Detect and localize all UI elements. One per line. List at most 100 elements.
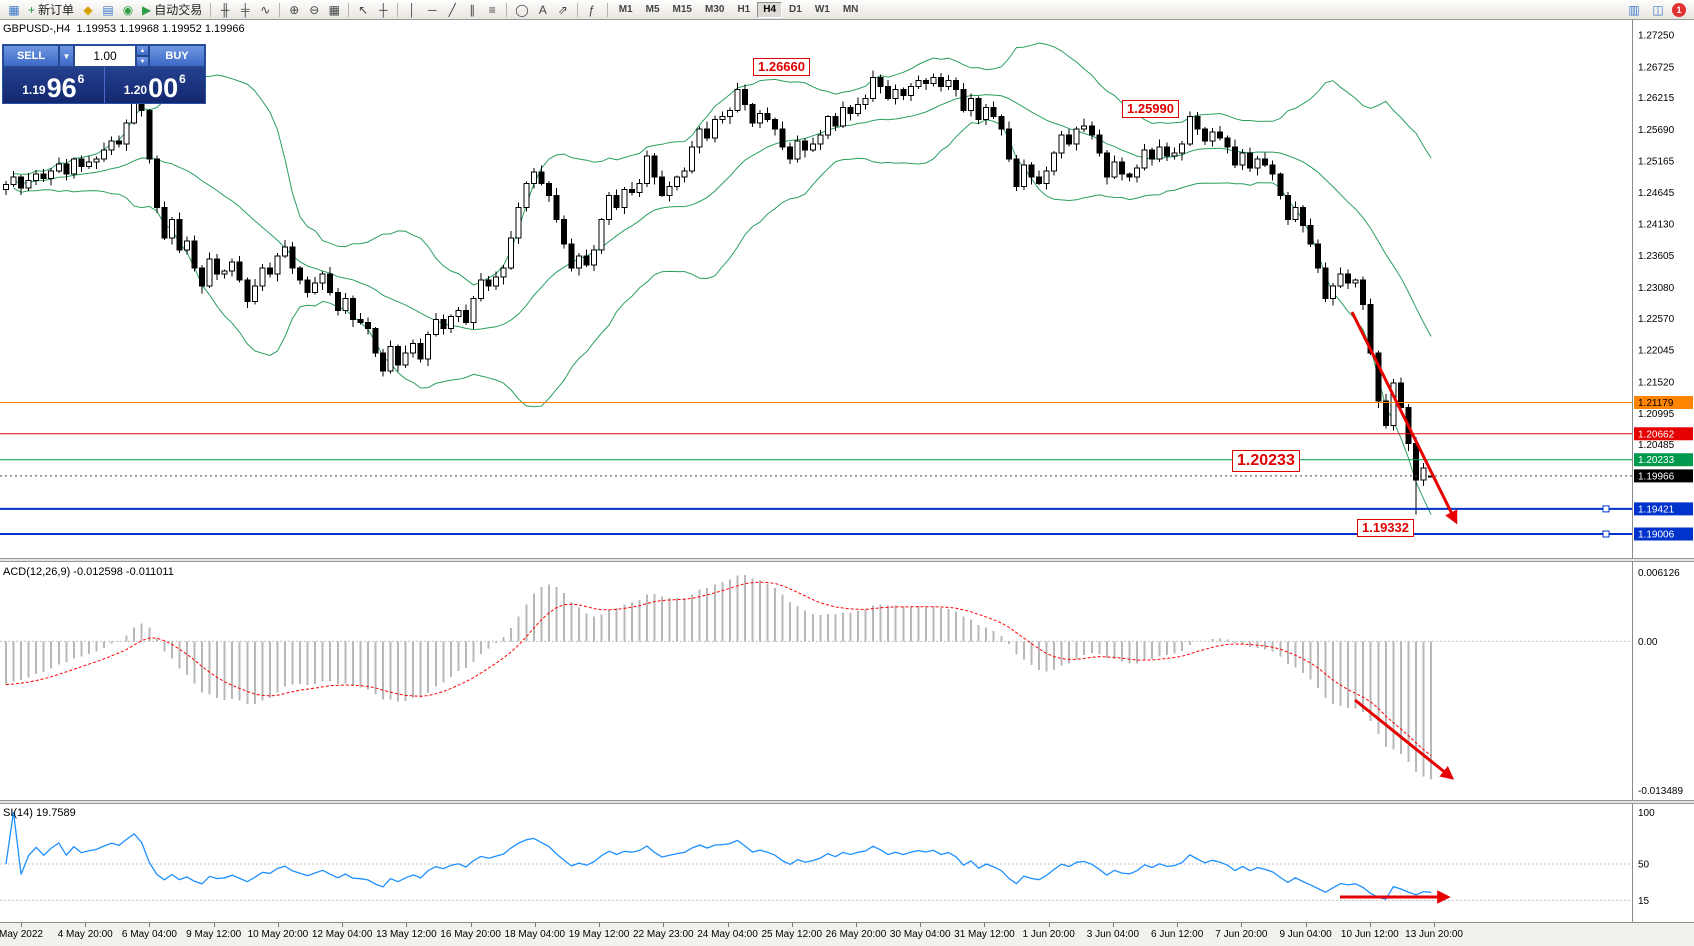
cursor-icon[interactable]: ↖ [353, 1, 373, 19]
price-annotation[interactable]: 1.26660 [753, 58, 810, 77]
price-axis-label: 1.21520 [1638, 377, 1675, 388]
time-label: 26 May 20:00 [825, 929, 887, 940]
vertical-line-icon[interactable]: │ [402, 1, 422, 19]
text-icon[interactable]: A [533, 1, 553, 19]
mql5-icon[interactable]: ◆ [78, 1, 98, 19]
price-axis-label: 1.25690 [1638, 125, 1675, 136]
crosshair-icon[interactable]: ┼ [373, 1, 393, 19]
bollinger-bands[interactable] [13, 42, 1432, 515]
shapes-icon[interactable]: ◯ [511, 1, 532, 19]
price-divider [103, 67, 105, 103]
auto-trading-button[interactable]: ▶ 自动交易 [138, 1, 206, 19]
depth-of-market-icon[interactable]: ▥ [1624, 1, 1644, 19]
price-tag: 1.20662 [1638, 429, 1675, 440]
price-annotation[interactable]: 1.20233 [1232, 450, 1300, 472]
price-axis-label: 1.22570 [1638, 314, 1675, 325]
new-order-button[interactable]: + 新订单 [24, 1, 78, 19]
chart-window-icon[interactable]: ▦ [4, 1, 24, 19]
time-label: 22 May 23:00 [632, 929, 694, 940]
price-axis-label: 1.20485 [1638, 440, 1675, 451]
cursor-icon: ↖ [358, 2, 369, 17]
time-label: 6 May 04:00 [121, 929, 177, 940]
macd-trend-arrow[interactable] [1354, 698, 1455, 780]
community-icon[interactable]: ◉ [118, 1, 138, 19]
depth-of-market-icon: ▥ [1628, 2, 1640, 17]
toolbar: ▦ + 新订单 ◆ ▤ ◉ ▶ 自动交易 ╫ ╪ ∿ ⊕ ⊖ ▦ ↖ ┼ │ ─ ╱ ∥ ≡ ◯ A ⇗ ƒ M1 M5 M15 M3… [0, 0, 1694, 20]
macd-canvas[interactable]: 0.006126 0.00 -0.013489 [0, 562, 1694, 800]
market-icon[interactable]: ▤ [98, 1, 118, 19]
svg-text:50: 50 [1638, 860, 1650, 871]
volume-dropdown-button[interactable]: ▼ [59, 45, 74, 67]
price-chart-canvas[interactable]: 1.27250 1.26725 1.26215 1.25690 1.25165 1.246… [0, 20, 1694, 558]
volume-up-button[interactable]: ▲ [136, 45, 149, 56]
time-tick [920, 923, 922, 927]
timeframe-m30[interactable]: M30 [704, 4, 725, 15]
price-tag: 1.19966 [1638, 471, 1675, 482]
hline-handle[interactable] [1602, 505, 1610, 513]
price-axis-label: 1.27250 [1638, 31, 1675, 42]
time-tick [534, 923, 536, 927]
sell-price-pip: 6 [77, 72, 85, 86]
alerts-icon[interactable]: ◫ [1648, 1, 1668, 19]
timeframe-mn[interactable]: MN [842, 4, 859, 15]
timeframe-d1[interactable]: D1 [789, 4, 802, 15]
channel-icon[interactable]: ∥ [462, 1, 482, 19]
time-label: 7 Jun 20:00 [1215, 929, 1268, 940]
timeframe-w1[interactable]: W1 [814, 4, 830, 15]
buy-price[interactable]: 1.20 00 6 [105, 67, 206, 103]
fibonacci-icon: ≡ [488, 2, 496, 17]
time-label: 4 May 20:00 [57, 929, 113, 940]
time-tick [1177, 923, 1179, 927]
sell-price[interactable]: 1.19 96 6 [3, 67, 104, 103]
price-chart-panel: 1.27250 1.26725 1.26215 1.25690 1.25165 1.246… [0, 20, 1694, 558]
line-chart-icon[interactable]: ∿ [255, 1, 275, 19]
sell-button[interactable]: SELL [3, 45, 59, 67]
horizontal-line-icon[interactable]: ─ [422, 1, 442, 19]
bar-chart-icon[interactable]: ╫ [215, 1, 235, 19]
time-label: 9 Jun 04:00 [1279, 929, 1332, 940]
zoom-out-icon[interactable]: ⊖ [304, 1, 324, 19]
price-annotation[interactable]: 1.19332 [1357, 519, 1414, 538]
timeframe-h1[interactable]: H1 [737, 4, 751, 15]
arrow-tool-icon[interactable]: ⇗ [553, 1, 573, 19]
fibonacci-icon[interactable]: ≡ [482, 1, 502, 19]
buy-button[interactable]: BUY [149, 45, 205, 67]
time-axis[interactable]: May 2022 4 May 20:00 6 May 04:00 9 May 12:0… [0, 922, 1694, 946]
vertical-line-icon: │ [408, 2, 417, 17]
notification-badge[interactable]: 1 [1672, 2, 1686, 17]
timeframe-m15[interactable]: M15 [672, 4, 692, 15]
timeframe-m5[interactable]: M5 [645, 4, 660, 15]
time-label: 18 May 04:00 [504, 929, 566, 940]
candlestick-icon[interactable]: ╪ [235, 1, 255, 19]
zoom-in-icon[interactable]: ⊕ [284, 1, 304, 19]
timeframe-m1[interactable]: M1 [618, 4, 633, 15]
timeframe-h4[interactable]: H4 [757, 1, 783, 18]
price-tag: 1.19421 [1638, 504, 1675, 515]
new-order-button-label: 新订单 [38, 3, 75, 17]
price-axis[interactable]: 1.27250 1.26725 1.26215 1.25690 1.25165 1.246… [1632, 20, 1694, 558]
hline-handle[interactable] [1602, 530, 1610, 538]
svg-text:-0.013489: -0.013489 [1638, 786, 1683, 797]
tile-windows-icon[interactable]: ▦ [324, 1, 344, 19]
indicators-icon[interactable]: ƒ [582, 1, 602, 19]
panel-splitter[interactable] [0, 800, 1694, 804]
trend-arrow[interactable] [1350, 311, 1458, 525]
time-label: 13 May 12:00 [376, 929, 437, 940]
panel-splitter[interactable] [0, 558, 1694, 562]
rsi-canvas[interactable]: 100 50 15 [0, 804, 1694, 922]
rsi-axis[interactable]: 100 50 15 [1632, 804, 1656, 922]
price-axis-label: 1.23605 [1638, 251, 1675, 262]
price-tag: 1.19006 [1638, 530, 1675, 541]
price-annotation[interactable]: 1.25990 [1122, 100, 1179, 119]
volume-down-button[interactable]: ▼ [136, 56, 149, 67]
price-axis-label: 1.23080 [1638, 283, 1675, 294]
volume-input[interactable]: 1.00 [74, 45, 136, 67]
new-order-icon: + [28, 2, 36, 17]
macd-axis[interactable]: 0.006126 0.00 -0.013489 [1632, 562, 1684, 800]
svg-text:0.00: 0.00 [1638, 637, 1658, 648]
auto-trading-icon: ▶ [142, 2, 152, 17]
horizontal-lines [0, 401, 1632, 538]
trendline-icon[interactable]: ╱ [442, 1, 462, 19]
time-tick [277, 923, 279, 927]
